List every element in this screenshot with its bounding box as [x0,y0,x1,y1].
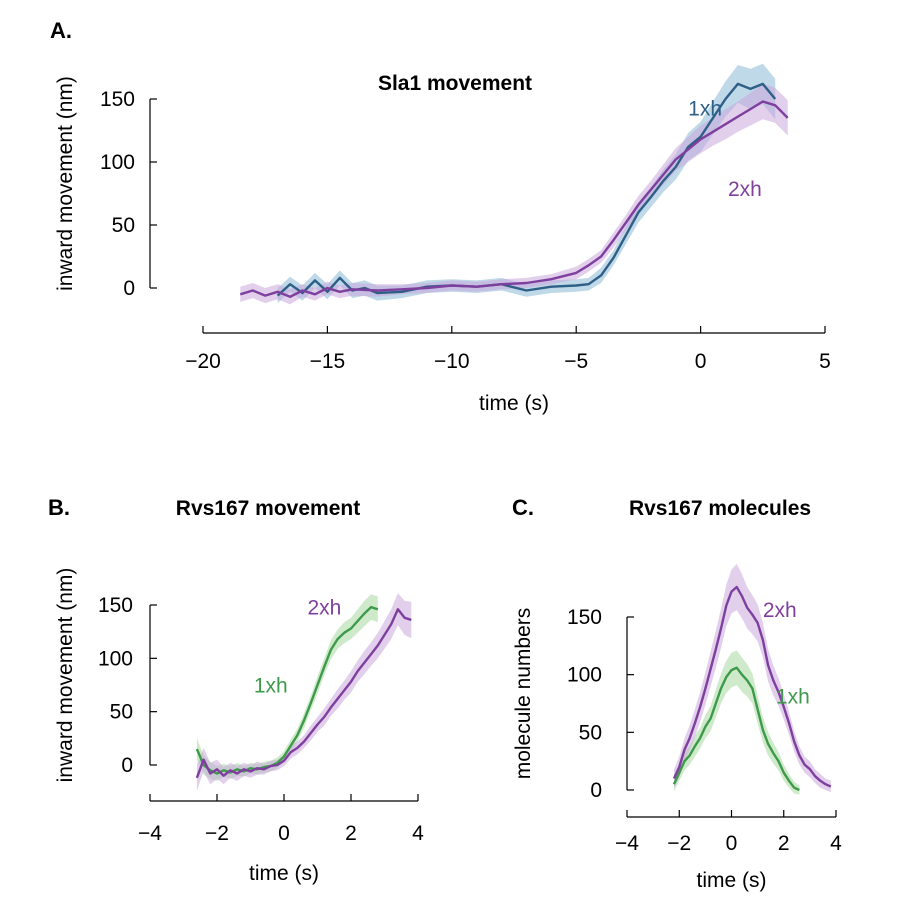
panel-b: B. Rvs167 movement −4 −2 0 2 4 0 50 100 150 time … [48,495,424,885]
panel-a-y-tick-label: 50 [112,214,135,237]
panel-c-y-tick-label: 0 [590,779,602,802]
panel-a: A. Sla1 movement −20 −15 −10 −5 0 5050100150t… [50,18,831,415]
panel-a-x-tick-label: −5 [564,350,588,373]
panel-b-letter: B. [48,495,70,520]
panel-a-y-tick-label: 150 [100,88,135,111]
panel-c-x-axis-label: time (s) [697,869,767,892]
panel-a-x-tick-label: 0 [695,350,707,373]
panel-c-line-1xh [672,666,800,792]
panel-b-x-tick-label: 2 [345,822,357,845]
panel-c-x-tick-label: 4 [830,832,842,855]
panel-c-x-tick-label: −2 [667,832,691,855]
panel-a-label-1xh: 1xh [688,97,722,120]
panel-a-x-tick-label: −15 [310,350,346,373]
panel-c-line-2xh [672,585,832,788]
panel-b-x-tick-label: −2 [205,822,229,845]
panel-a-label-2xh: 2xh [728,178,762,201]
panel-c-band-1xh [674,650,800,795]
panel-c-y-tick-label: 150 [567,606,602,629]
panel-a-y-axis-label: inward movement (nm) [54,76,77,291]
panel-b-x-tick-label: 4 [412,822,424,845]
panel-a-x-tick-label: −10 [434,350,470,373]
panel-c-y-axis-label: molecule numbers [512,608,535,780]
panel-a-line-2xh [239,100,789,298]
panel-b-x-tick-label: −4 [138,822,162,845]
panel-b-x-tick-label: 0 [278,822,290,845]
panel-c-title: Rvs167 molecules [629,497,811,520]
panel-c-letter: C. [512,495,534,520]
panel-b-label-1xh: 1xh [254,674,288,697]
panel-a-letter: A. [50,18,72,43]
panel-a-x-axis-label: time (s) [479,392,549,415]
panel-b-title: Rvs167 movement [176,497,360,520]
panel-b-band-1xh [196,594,378,781]
panel-a-x-tick-label: −20 [185,350,221,373]
panel-b-y-tick-label: 150 [98,594,133,617]
panel-a-line-1xh [276,82,777,297]
panel-c: C. Rvs167 molecules −4 −2 0 2 4 0 50 100 150 time… [512,495,842,892]
panel-c-x-tick-label: 0 [726,832,738,855]
panel-b-line-1xh [195,605,379,775]
panel-c-label-2xh: 2xh [763,599,797,622]
panel-a-band-1xh [277,63,776,304]
panel-c-x-tick-label: −4 [615,832,639,855]
panel-a-x-tick-label: 5 [819,350,831,373]
panel-b-x-axis-label: time (s) [249,862,319,885]
panel-b-y-axis-label: inward movement (nm) [54,568,77,783]
panel-c-y-tick-label: 100 [567,664,602,687]
panel-b-y-tick-label: 0 [121,754,133,777]
panel-c-x-tick-label: 2 [778,832,790,855]
panel-b-y-tick-label: 100 [98,647,133,670]
panel-c-label-1xh: 1xh [776,686,810,709]
panel-b-line-2xh [195,608,412,779]
panel-c-y-tick-label: 50 [579,721,602,744]
panel-b-band-2xh [196,593,412,791]
panel-a-title: Sla1 movement [378,72,532,95]
panel-a-y-tick-label: 0 [123,277,135,300]
panel-a-band-2xh [240,83,788,305]
panel-a-y-tick-label: 100 [100,151,135,174]
panel-b-label-2xh: 2xh [307,597,341,620]
panel-b-y-tick-label: 50 [110,701,133,724]
